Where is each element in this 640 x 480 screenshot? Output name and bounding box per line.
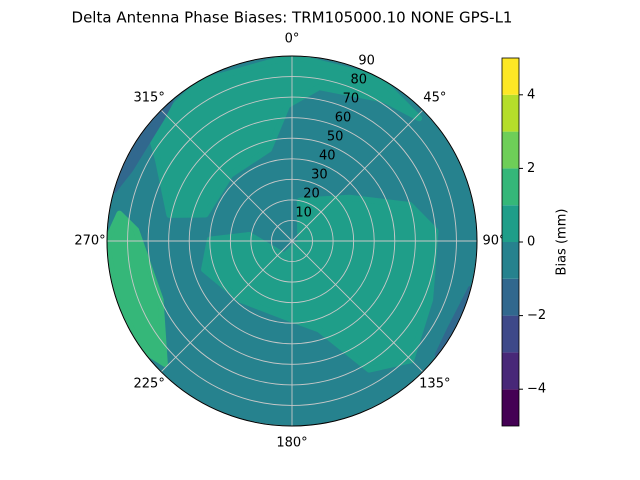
theta-tick-label: 270° — [74, 234, 105, 249]
r-tick-label: 60 — [335, 110, 352, 125]
colorbar-tick-label: −4 — [527, 382, 546, 397]
colorbar-tick-label: 2 — [527, 161, 535, 176]
colorbar-band — [502, 278, 519, 316]
theta-tick-label: 45° — [423, 91, 446, 106]
colorbar-band — [502, 389, 519, 426]
contour-region — [146, 56, 423, 218]
angular-grid-line — [291, 109, 424, 242]
colorbar-band — [502, 242, 519, 279]
theta-tick-label: 0° — [285, 32, 300, 47]
colorbar-band — [502, 58, 519, 95]
contour-region — [111, 98, 174, 194]
theta-tick-label: 180° — [276, 436, 307, 451]
r-tick-label: 90 — [358, 53, 375, 68]
theta-tick-label: 315° — [134, 91, 165, 106]
r-tick-label: 70 — [343, 91, 360, 106]
r-tick-label: 30 — [311, 167, 328, 182]
theta-tick-label: 90° — [482, 234, 505, 249]
theta-tick-label: 135° — [419, 376, 450, 391]
r-tick-label: 80 — [350, 72, 367, 87]
contour-region — [107, 210, 168, 367]
r-tick-label: 50 — [327, 129, 344, 144]
colorbar-label: Bias (mm) — [555, 209, 570, 276]
angular-grid-line — [291, 240, 424, 373]
r-tick-label: 40 — [319, 148, 336, 163]
colorbar-band — [502, 315, 519, 353]
colorbar-tick-label: −2 — [527, 308, 546, 323]
contour-region — [434, 285, 474, 358]
colorbar-band — [502, 352, 519, 390]
colorbar-band — [502, 205, 519, 242]
angular-grid-line — [160, 109, 293, 242]
r-tick-label: 20 — [303, 186, 320, 201]
colorbar-tick-label: 0 — [527, 235, 535, 250]
angular-grid-line — [160, 240, 293, 373]
polar-frame — [106, 55, 478, 427]
colorbar-band — [502, 168, 519, 206]
theta-tick-label: 225° — [134, 376, 165, 391]
overlay: 0° 45° 90° 135° 180° 225° 270° 315° 10 20 30 40 50 60… — [74, 32, 505, 451]
colorbar-band — [502, 94, 519, 132]
colorbar-band — [502, 131, 519, 169]
colorbar-tick-label: 4 — [527, 87, 535, 102]
chart-title: Delta Antenna Phase Biases: TRM105000.10… — [72, 9, 513, 27]
r-tick-label: 10 — [295, 205, 312, 220]
